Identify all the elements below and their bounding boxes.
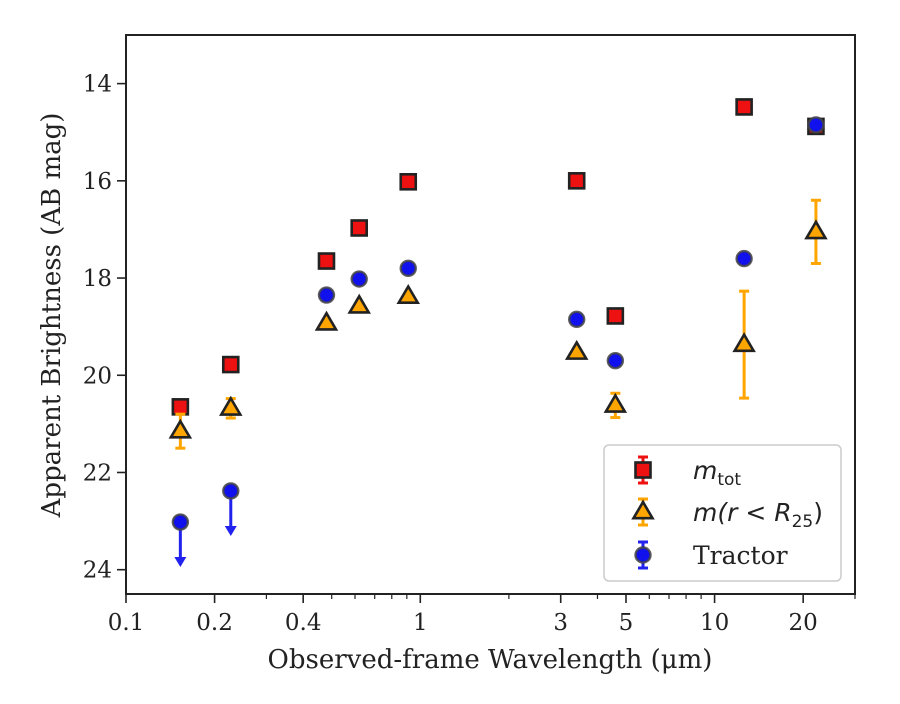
data-point <box>350 219 368 237</box>
x-tick-label: 1 <box>413 610 428 636</box>
legend-label: Tractor <box>693 541 788 570</box>
legend-label-math: m(r < R <box>693 498 792 527</box>
y-tick-label: 16 <box>83 169 112 195</box>
marks-layer <box>168 98 828 568</box>
data-point <box>735 98 753 116</box>
legend-label-tail: ) <box>813 498 823 527</box>
legend-label-subscript: tot <box>717 470 741 490</box>
data-point <box>317 252 336 270</box>
data-point <box>603 392 628 413</box>
data-point <box>347 293 371 314</box>
x-tick-label: 0.2 <box>196 610 233 636</box>
legend-label-math: m <box>693 456 717 485</box>
series-mtot <box>171 98 825 416</box>
data-point <box>399 259 417 278</box>
data-point <box>564 339 589 360</box>
upper-limit-arrowhead <box>174 557 187 568</box>
data-point <box>804 219 828 240</box>
y-tick-label: 14 <box>83 72 112 98</box>
legend-marker <box>634 461 652 479</box>
data-point <box>732 332 756 353</box>
x-axis-label: Observed-frame Wavelength (μm) <box>268 645 713 675</box>
data-point <box>219 395 243 416</box>
data-point <box>222 482 240 500</box>
x-tick-label: 0.4 <box>285 610 322 636</box>
legend-marker <box>634 546 652 564</box>
legend-label: m(r < R25) <box>693 498 823 532</box>
axis-layer: 0.1 0.2 0.4 1 3 5 10 20 14 16 18 20 22 24 <box>83 72 856 636</box>
series-tractor <box>171 116 825 568</box>
data-point <box>606 307 625 325</box>
data-point <box>396 283 421 305</box>
data-point <box>171 398 190 416</box>
data-point <box>606 351 625 370</box>
legend-label-subscript: 25 <box>792 512 814 532</box>
data-point <box>168 418 193 439</box>
legend: mtot m(r < R25) Tractor <box>603 444 842 582</box>
y-tick-label: 24 <box>83 558 112 584</box>
data-point <box>221 355 240 374</box>
legend-marker <box>631 499 655 520</box>
data-point <box>317 286 336 304</box>
x-tick-label: 10 <box>700 610 729 636</box>
x-tick-label: 20 <box>789 610 818 636</box>
legend-box <box>603 444 842 582</box>
data-point <box>171 513 190 531</box>
legend-label: mtot <box>693 456 741 490</box>
series-mr25 <box>168 198 828 450</box>
y-tick-label: 20 <box>83 363 112 389</box>
data-point <box>567 172 586 190</box>
x-tick-label: 3 <box>553 610 568 636</box>
plot-frame <box>125 34 856 595</box>
x-tick-label: 5 <box>619 610 634 636</box>
data-point <box>350 270 368 288</box>
x-tick-label: 0.1 <box>108 610 145 636</box>
y-tick-label: 22 <box>83 460 112 486</box>
data-point <box>735 249 753 268</box>
y-tick-label: 18 <box>83 266 112 292</box>
data-point <box>399 172 418 191</box>
data-point <box>807 116 825 134</box>
upper-limit-arrowhead <box>224 525 237 536</box>
data-point <box>568 310 586 329</box>
y-axis-label: Apparent Brightness (AB mag) <box>37 113 67 519</box>
data-point <box>314 310 339 331</box>
